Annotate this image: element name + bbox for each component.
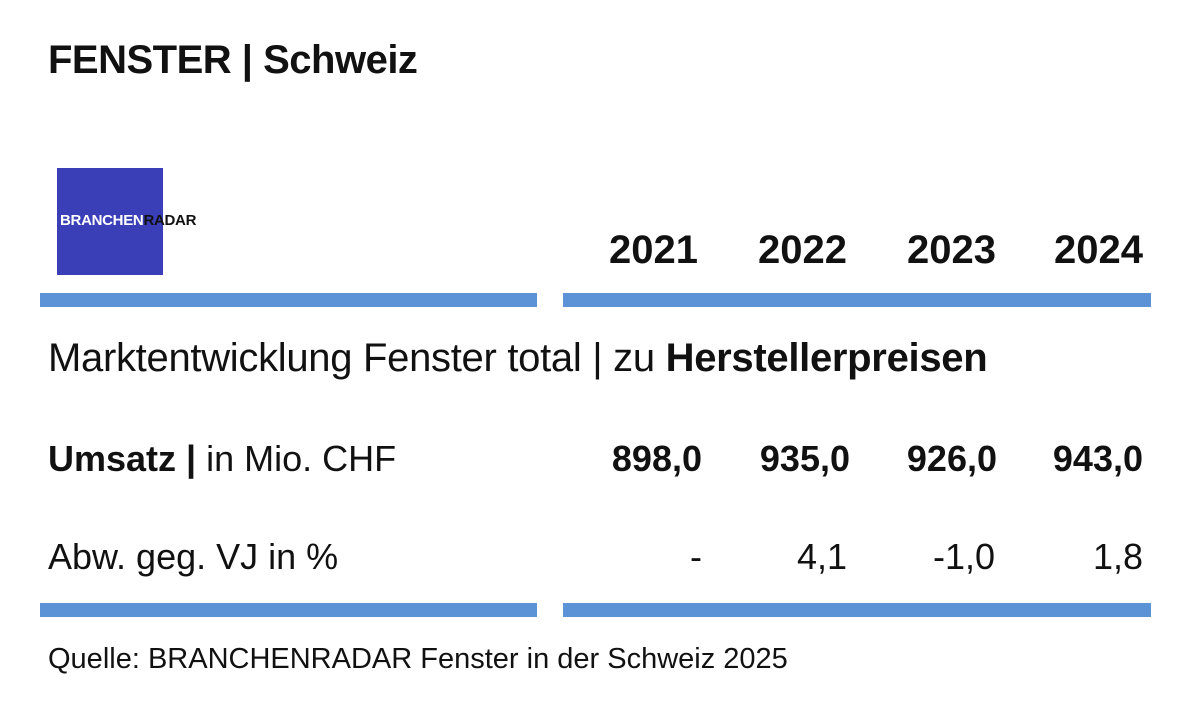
source-note: Quelle: BRANCHENRADAR Fenster in der Sch…	[48, 643, 788, 675]
cell-abweichung-2021: -	[690, 536, 702, 577]
cell-umsatz-2022: 935,0	[759, 438, 850, 479]
year-header-2021: 2021	[609, 228, 698, 272]
logo-box	[57, 168, 163, 275]
subtitle-regular: Marktentwicklung Fenster total | zu	[48, 336, 666, 380]
cell-abweichung-2022: 4,1	[796, 536, 847, 577]
row-label-umsatz-bold: Umsatz |	[48, 438, 197, 479]
logo-text-part1: BRANCHEN	[60, 212, 144, 229]
year-header-2023: 2023	[907, 228, 996, 272]
row-label-umsatz: Umsatz | in Mio. CHF	[48, 438, 396, 480]
footer-rule-left	[40, 603, 537, 617]
header-rule-left	[40, 293, 537, 307]
footer-rule-right	[563, 603, 1151, 617]
cell-umsatz-2024: 943,0	[1052, 438, 1143, 479]
branchenradar-logo: BRANCHENRADAR	[57, 168, 196, 275]
header-rule-right	[563, 293, 1151, 307]
year-header-2024: 2024	[1054, 228, 1143, 272]
page-title: FENSTER | Schweiz	[48, 38, 418, 82]
table-subtitle: Marktentwicklung Fenster total | zu Hers…	[48, 336, 988, 381]
cell-abweichung-2023: -1,0	[932, 536, 995, 577]
row-label-abweichung: Abw. geg. VJ in %	[48, 536, 338, 578]
cell-umsatz-2023: 926,0	[906, 438, 997, 479]
cell-abweichung-2024: 1,8	[1092, 536, 1143, 577]
logo-text: BRANCHENRADAR	[60, 212, 196, 229]
cell-umsatz-2021: 898,0	[611, 438, 702, 479]
year-header-2022: 2022	[758, 228, 847, 272]
row-label-umsatz-unit: in Mio. CHF	[196, 438, 397, 479]
subtitle-bold: Herstellerpreisen	[665, 336, 988, 380]
logo-text-part2: RADAR	[143, 212, 197, 229]
row-label-abweichung-text: Abw. geg. VJ in %	[48, 536, 339, 577]
